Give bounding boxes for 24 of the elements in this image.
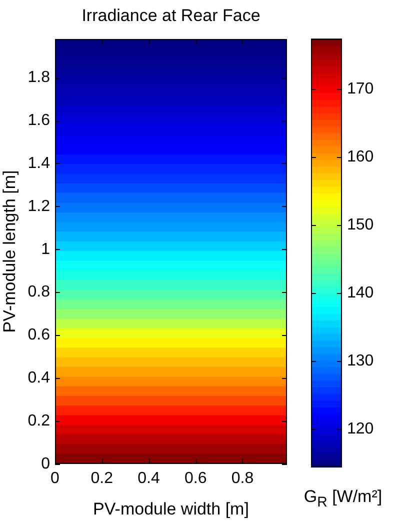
color-bar-label: 130 [347, 352, 374, 370]
y-tick-label: 0 [41, 455, 50, 472]
y-axis-title: PV-module length [m] [0, 170, 19, 333]
y-tick-label: 1.4 [28, 154, 50, 172]
x-tick-label: 0.8 [231, 470, 254, 488]
y-tick-label: 1.6 [28, 112, 50, 129]
y-tick-label: 1 [41, 240, 50, 258]
y-tick-label: 1.8 [28, 69, 50, 86]
y-tick-label: 0.2 [28, 412, 50, 430]
color-bar-label: 140 [347, 284, 374, 302]
y-tick-label: 1.2 [28, 198, 50, 215]
x-tick-label: 0.4 [138, 470, 160, 488]
x-axis-title: PV-module width [m] [93, 499, 249, 518]
x-tick-label: 0.6 [184, 470, 207, 488]
x-tick-label: 0.2 [90, 470, 114, 488]
y-tick-label: 0.8 [28, 284, 50, 301]
y-tick-label: 0.4 [28, 370, 50, 387]
color-bar-label: 150 [347, 216, 374, 234]
chart-title: Irradiance at Rear Face [80, 6, 262, 26]
color-bar-label: 120 [347, 420, 374, 438]
color-bar-label: 160 [347, 148, 374, 166]
y-tick-label: 0.6 [28, 326, 50, 344]
color-bar-title: G$_{R}$ [W/m²] [302, 487, 384, 511]
color-bar-label: 170 [347, 80, 374, 98]
